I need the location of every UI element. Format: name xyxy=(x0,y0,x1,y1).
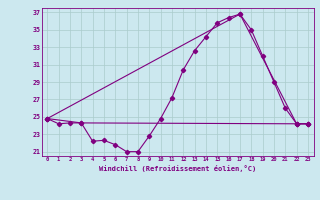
X-axis label: Windchill (Refroidissement éolien,°C): Windchill (Refroidissement éolien,°C) xyxy=(99,165,256,172)
